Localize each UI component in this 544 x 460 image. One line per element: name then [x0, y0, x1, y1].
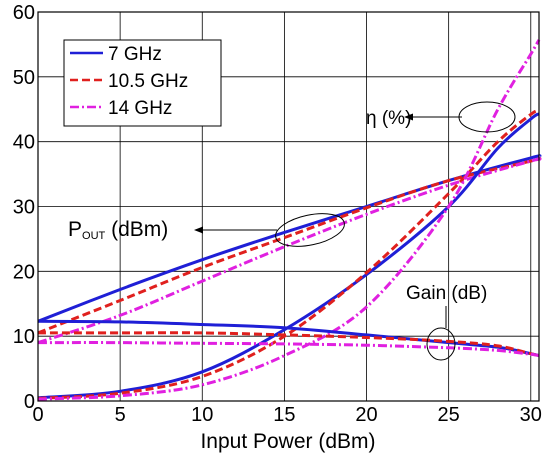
gain-ellipse [426, 327, 456, 361]
eta-label: η (%) [366, 108, 411, 129]
pout-label-main: P [68, 218, 82, 241]
pout-label-unit: (dBm) [105, 218, 168, 241]
series-line-gain-10-5-ghz [38, 331, 540, 358]
tick-labels: 0 5 10 15 20 25 30 0 10 20 30 40 50 60 [13, 2, 542, 426]
eta-ellipse [458, 101, 516, 133]
x-tick-label: 20 [355, 404, 377, 426]
series-line-eta-10-5-ghz [37, 109, 540, 400]
y-tick-label: 40 [13, 132, 35, 154]
x-axis-label: Input Power (dBm) [200, 430, 375, 453]
grid [38, 12, 539, 401]
x-tick-label: 10 [191, 404, 213, 426]
series-line-pout-7-ghz [37, 154, 542, 323]
legend-box [63, 39, 222, 127]
pout-label: POUT (dBm) [68, 218, 168, 242]
gain-label: Gain (dB) [406, 283, 487, 304]
eta-arrow-head [404, 113, 413, 121]
x-tick-label: 0 [32, 404, 43, 426]
series-line-gain-14-ghz [37, 341, 540, 358]
pout-ellipse [275, 213, 345, 247]
y-tick-label: 10 [13, 326, 35, 348]
y-tick-label: 20 [13, 261, 35, 283]
x-tick-label: 30 [520, 404, 542, 426]
eta-annotation: η (%) [366, 101, 516, 133]
series-line-gain-7-ghz [37, 319, 540, 358]
series-line-pout-14-ghz [37, 157, 542, 345]
plot-frame [37, 11, 540, 402]
curves [37, 39, 542, 401]
pout-label-sub: OUT [82, 230, 106, 242]
legend-label-14ghz: 14 GHz [108, 98, 172, 119]
series-line-pout-10-5-ghz [37, 157, 542, 335]
gain-annotation: Gain (dB) [406, 283, 487, 361]
y-tick-label: 50 [13, 67, 35, 89]
legend-label-10-5ghz: 10.5 GHz [108, 71, 188, 92]
series-line-eta-14-ghz [37, 39, 541, 401]
pout-arrow-head [194, 226, 203, 234]
x-tick-label: 5 [115, 404, 126, 426]
pout-annotation: POUT (dBm) [68, 213, 345, 247]
legend: 7 GHz 10.5 GHz 14 GHz [63, 39, 222, 127]
legend-label-7ghz: 7 GHz [108, 44, 162, 65]
x-tick-label: 25 [438, 404, 460, 426]
x-tick-label: 15 [273, 404, 295, 426]
y-tick-label: 0 [24, 391, 35, 413]
y-tick-label: 30 [13, 197, 35, 219]
y-tick-label: 60 [13, 2, 35, 24]
